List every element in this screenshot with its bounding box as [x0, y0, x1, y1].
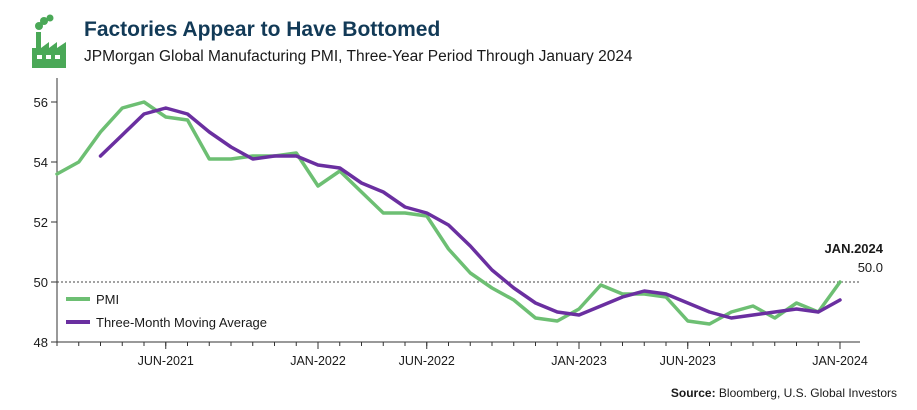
- y-tick-label: 50: [34, 275, 48, 290]
- x-tick-label: JAN-2024: [812, 354, 868, 368]
- annotation-date-label: JAN.2024: [824, 241, 883, 256]
- x-tick-label: JAN-2023: [551, 354, 607, 368]
- chart-subtitle: JPMorgan Global Manufacturing PMI, Three…: [84, 48, 633, 65]
- chart-header: Factories Appear to Have Bottomed JPMorg…: [28, 10, 888, 70]
- y-tick-label: 52: [34, 215, 48, 230]
- x-tick-label: JUN-2023: [660, 354, 716, 368]
- annotation-value-label: 50.0: [858, 260, 883, 275]
- source-label: Source:: [670, 386, 716, 400]
- x-tick-label: JUN-2021: [138, 354, 194, 368]
- y-tick-label: 56: [34, 95, 48, 110]
- y-tick-label: 48: [34, 335, 48, 350]
- legend-label: Three-Month Moving Average: [96, 315, 267, 330]
- source-text: Bloomberg, U.S. Global Investors: [718, 386, 897, 400]
- moving-average-series-line: [98, 106, 842, 320]
- y-tick-label: 54: [34, 155, 48, 170]
- x-tick-label: JAN-2022: [290, 354, 346, 368]
- pmi-series-line: [55, 100, 842, 326]
- chart-title: Factories Appear to Have Bottomed: [84, 18, 441, 41]
- x-tick-label: JUN-2022: [399, 354, 455, 368]
- factory-icon: [32, 14, 66, 68]
- legend-label: PMI: [96, 292, 119, 307]
- source-note: Source: Bloomberg, U.S. Global Investors: [671, 386, 897, 400]
